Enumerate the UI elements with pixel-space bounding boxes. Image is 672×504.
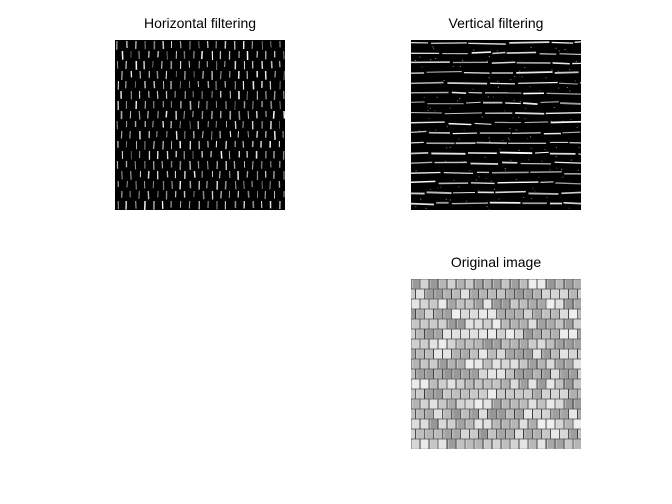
vertical-lines xyxy=(411,41,581,210)
horizontal-strokes xyxy=(116,40,285,210)
horizontal-filtered-image xyxy=(115,40,285,210)
vertical-filtered-image xyxy=(411,40,581,210)
original-texture xyxy=(411,279,581,449)
original-texture-image xyxy=(411,279,581,449)
panel-title-vertical: Vertical filtering xyxy=(448,15,544,31)
panel-title-horizontal: Horizontal filtering xyxy=(143,15,257,31)
panel-title-original: Original image xyxy=(450,254,542,270)
